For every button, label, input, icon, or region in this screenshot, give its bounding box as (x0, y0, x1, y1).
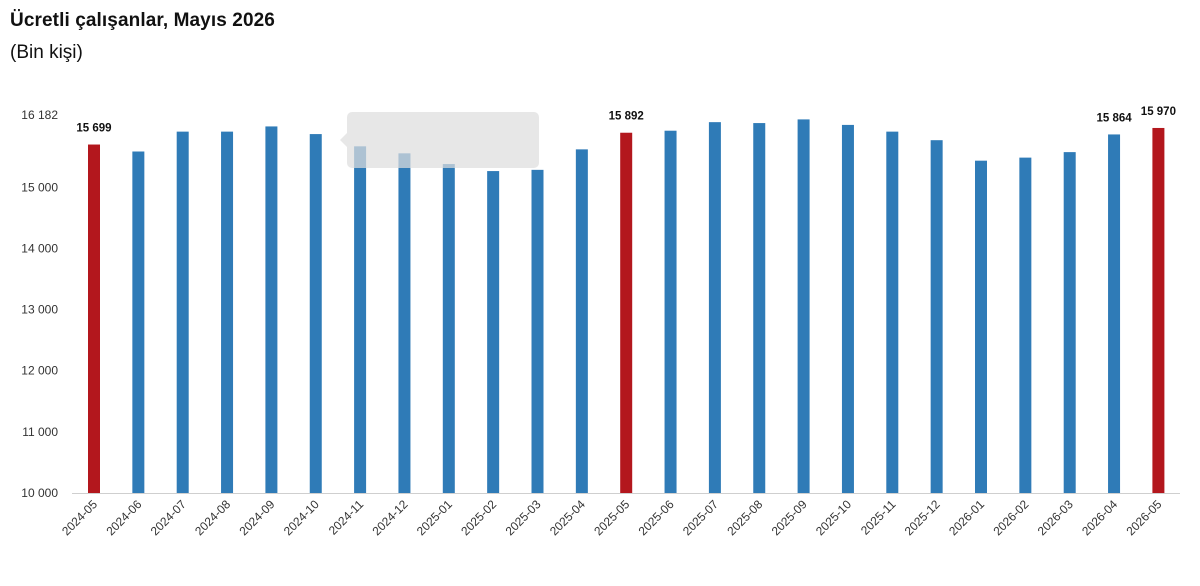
bar-2025-03[interactable] (531, 169, 544, 493)
bar-2025-09[interactable] (797, 119, 810, 494)
data-label-2025-05: 15 892 (609, 111, 644, 123)
x-tick-label: 2025-12 (902, 497, 943, 538)
x-tick-label: 2026-05 (1123, 497, 1164, 538)
x-tick-label: 2025-09 (769, 497, 810, 538)
y-tick-label: 12 000 (21, 364, 58, 378)
x-tick-label: 2025-10 (813, 497, 854, 538)
x-tick-label: 2026-03 (1035, 497, 1076, 538)
y-tick-label: 11 000 (22, 425, 58, 439)
x-tick-label: 2026-01 (946, 497, 987, 538)
bar-2026-03[interactable] (1063, 152, 1076, 493)
bar-2025-02[interactable] (487, 171, 500, 493)
bar-2024-11[interactable] (354, 146, 367, 493)
x-tick-label: 2024-12 (370, 497, 411, 538)
bar-2024-12[interactable] (398, 153, 411, 493)
chart-tooltip (340, 112, 539, 168)
bar-2025-08[interactable] (753, 123, 766, 493)
bar-2025-05[interactable] (620, 132, 633, 494)
x-tick-label: 2024-06 (103, 497, 144, 538)
bar-2024-07[interactable] (176, 131, 189, 493)
x-tick-label: 2025-02 (458, 497, 499, 538)
x-tick-label: 2026-04 (1079, 497, 1120, 538)
y-tick-label: 10 000 (21, 486, 58, 500)
bar-2024-10[interactable] (309, 134, 322, 493)
x-tick-label: 2025-06 (636, 497, 677, 538)
bar-2025-06[interactable] (664, 130, 677, 493)
chart-title: Ücretli çalışanlar, Mayıs 2026 (10, 10, 275, 31)
bar-2024-09[interactable] (265, 126, 278, 494)
x-tick-label: 2025-04 (547, 497, 588, 538)
data-label-2026-04: 15 864 (1096, 112, 1132, 124)
y-tick-label: 16 182 (21, 108, 58, 122)
bar-2026-05[interactable] (1152, 127, 1165, 494)
x-tick-label: 2024-10 (281, 497, 322, 538)
data-label-2026-05: 15 970 (1141, 106, 1176, 118)
x-tick-label: 2024-07 (148, 497, 189, 538)
bar-2026-01[interactable] (975, 160, 987, 493)
y-tick-label: 15 000 (21, 180, 58, 194)
x-tick-label: 2026-02 (990, 497, 1031, 538)
x-tick-label: 2024-11 (326, 497, 367, 538)
bar-2025-01[interactable] (442, 164, 455, 494)
x-tick-label: 2024-09 (236, 497, 277, 538)
x-tick-label: 2025-08 (724, 497, 765, 538)
bar-2025-04[interactable] (575, 149, 588, 494)
bar-2025-12[interactable] (930, 140, 943, 493)
x-tick-label: 2025-01 (414, 497, 455, 538)
bar-2026-02[interactable] (1019, 157, 1032, 493)
bar-2025-11[interactable] (886, 131, 899, 493)
bar-2025-07[interactable] (708, 122, 721, 494)
bar-2025-10[interactable] (841, 124, 854, 493)
x-tick-label: 2025-07 (680, 497, 721, 538)
bar-2024-08[interactable] (221, 131, 234, 493)
chart-subtitle: (Bin kişi) (10, 42, 83, 63)
y-tick-label: 14 000 (21, 241, 58, 255)
y-tick-label: 13 000 (21, 303, 58, 317)
x-tick-label: 2025-05 (591, 497, 632, 538)
x-tick-label: 2024-08 (192, 497, 233, 538)
x-tick-label: 2025-03 (503, 497, 544, 538)
x-tick-label: 2024-05 (59, 497, 100, 538)
bar-2024-05[interactable] (88, 144, 100, 493)
data-label-2024-05: 15 699 (76, 123, 111, 135)
tooltip-arrow (340, 133, 347, 147)
x-tick-label: 2025-11 (858, 497, 899, 538)
bar-2024-06[interactable] (132, 151, 145, 494)
bar-2026-04[interactable] (1108, 134, 1121, 493)
